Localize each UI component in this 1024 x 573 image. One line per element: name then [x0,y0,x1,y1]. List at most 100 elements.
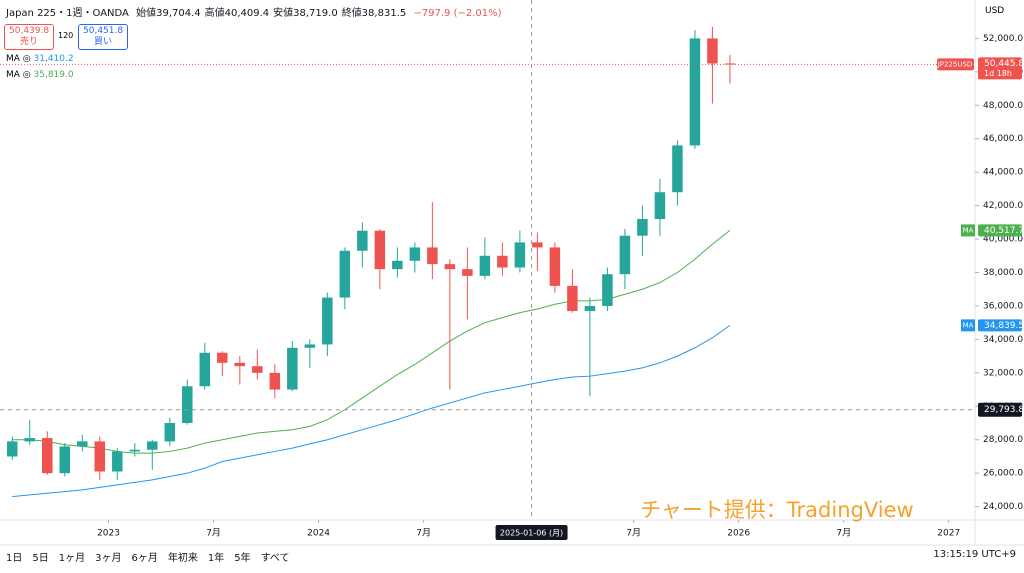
ma-tag [961,224,975,237]
candle-body [637,218,648,236]
range-button[interactable]: 1ヶ月 [58,553,86,564]
candle-body [182,386,193,424]
spread: 120 [58,31,74,40]
candle-body [479,255,491,276]
ma-tag [978,224,1022,237]
candle-body [322,297,333,345]
ma-legend: MA ◎ 35,819.0 [6,70,74,80]
candle-body [707,38,718,64]
candle-body [462,269,473,276]
ma-tag [978,319,1022,332]
ohlc: 安値38,719.0 [273,8,338,19]
y-tick-label: 42,000.0 [983,201,1023,211]
candle-body [94,441,106,472]
candle-body [374,230,386,270]
clock: 13:15:19 UTC+9 [933,549,1016,560]
y-tick-label: 36,000.0 [983,301,1023,311]
ma-legend: MA ◎ 31,410.2 [6,54,74,64]
candle-body [24,438,36,442]
range-button[interactable]: 1年 [207,553,225,564]
y-tick-label: 34,000.0 [983,335,1023,345]
sell-button[interactable]: 50,439.8 売り [4,24,55,50]
candle-body [409,247,421,261]
candle-body [42,438,53,474]
crosshair-tag [495,525,568,540]
range-button[interactable]: 年初来 [167,553,198,564]
candle-body [427,247,438,265]
candle-body [497,255,508,268]
price: 50,439.8 [9,26,50,36]
ohlc: 始値39,704.4 [136,8,201,19]
watermark: チャート提供：TradingView [640,498,914,522]
candle-body [357,230,368,251]
candle-body [269,372,281,390]
price-tag [937,58,974,71]
currency[interactable]: USD [985,6,1005,16]
range-button[interactable]: 1日 [6,553,23,564]
x-tick-label: 7月 [416,528,431,539]
ohlc: 終値38,831.5 [341,8,407,19]
y-tick-label: 32,000.0 [983,368,1023,378]
candle-body [549,247,561,286]
candle-body [567,285,578,311]
x-tick-label: 7月 [626,528,641,539]
candle-body [287,347,298,390]
x-tick-label: 2023 [97,529,120,539]
last-price-label: 50,445.8 [984,59,1024,69]
candle-body [619,235,631,275]
x-tick-label: 7月 [836,528,851,539]
candle-body [532,242,543,248]
candle-body [444,264,456,270]
price: 50,451.8 [83,26,124,36]
y-tick-label: 46,000.0 [983,134,1023,144]
buy-button[interactable]: 50,451.8 買い [78,24,129,50]
symbol-tag: JP225USD [937,60,973,68]
candle-body [602,274,613,306]
x-tick-label: 2026 [727,529,750,539]
candle-body [7,441,18,457]
header: Japan 225・1週・OANDA 始値39,704.4 高値40,409.4 安… [6,4,506,19]
candle-body [217,352,228,363]
crosshair-x-label: 2025-01-06 (月) [500,529,563,538]
countdown: 1d 18h [984,69,1012,78]
candle-body [392,260,403,270]
change: −797.9 (−2.01%) [413,8,502,19]
range-button[interactable]: 5年 [234,553,251,564]
candle-body [164,423,176,442]
candle-body [252,366,263,373]
y-tick-label: 24,000.0 [983,502,1023,512]
range-button[interactable]: 5日 [32,553,49,564]
ma-end-label: 34,839.5 [984,321,1024,331]
x-tick-label: 2027 [937,529,960,539]
ma-line [12,324,731,498]
range-button[interactable]: すべて [260,553,290,564]
ma-tag-name: MA [963,321,974,329]
range-button[interactable]: 6ヶ月 [131,553,158,564]
y-tick-label: 48,000.0 [983,101,1023,111]
ma-value: 35,819.0 [33,70,74,80]
ohlc: 高値40,409.4 [204,8,270,19]
candle-body [304,344,316,348]
price-tag [978,57,1022,80]
candle-body [672,145,683,193]
candle-body [584,305,596,311]
candle-body [199,352,211,387]
x-tick-label: 7月 [206,528,221,539]
ma-end-label: 40,517.7 [984,226,1024,236]
x-tick-label: 2024 [307,529,330,539]
candle-body [234,362,246,367]
candle-body [59,446,71,474]
ma-value: 31,410.2 [33,54,74,64]
crosshair-y-label: 29,793.8 [984,405,1024,415]
crosshair-tag [978,402,1022,417]
y-tick-label: 28,000.0 [983,435,1023,445]
candle-body [339,250,351,298]
candle-body [77,441,88,447]
range-button[interactable]: 3ヶ月 [95,553,122,564]
y-tick-label: 44,000.0 [983,168,1023,178]
ma-tag [961,319,975,332]
candle-body [654,192,666,219]
y-tick-label: 38,000.0 [983,268,1023,278]
